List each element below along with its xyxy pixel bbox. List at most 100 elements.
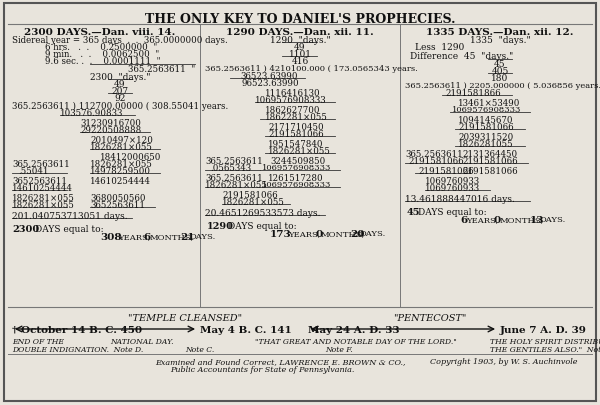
Text: 308: 308	[100, 232, 121, 241]
Text: DAYS.: DAYS.	[360, 230, 386, 237]
Text: 416: 416	[292, 57, 308, 66]
Text: 1862281×055: 1862281×055	[265, 113, 328, 121]
Text: 1116416130: 1116416130	[265, 89, 320, 98]
Text: Less  1290: Less 1290	[415, 43, 464, 52]
Text: 1069576908333: 1069576908333	[255, 96, 326, 105]
Text: 2300  "days.": 2300 "days."	[90, 73, 150, 82]
Text: 1069760933: 1069760933	[425, 183, 480, 192]
Text: THE GENTILES ALSO."  Note C.: THE GENTILES ALSO." Note C.	[490, 345, 600, 353]
Text: 1261517280: 1261517280	[268, 174, 323, 183]
Text: THE ONLY KEY TO DANIEL'S PROPHECIES.: THE ONLY KEY TO DANIEL'S PROPHECIES.	[145, 13, 455, 26]
Text: "THAT GREAT AND NOTABLE DAY OF THE LORD.": "THAT GREAT AND NOTABLE DAY OF THE LORD.…	[255, 337, 457, 345]
Text: MONTHS,: MONTHS,	[321, 230, 365, 237]
Text: 180: 180	[491, 74, 509, 83]
Text: DAYS equal to:: DAYS equal to:	[35, 224, 104, 233]
Text: 13: 13	[530, 215, 544, 224]
Text: 1826281×055: 1826281×055	[90, 143, 153, 151]
Text: June 7 A. D. 39: June 7 A. D. 39	[500, 325, 587, 334]
Text: 2191581066: 2191581066	[408, 157, 464, 166]
Text: 365.2563611  ": 365.2563611 "	[128, 65, 195, 74]
Text: 45: 45	[494, 60, 506, 69]
Text: 1826281×055: 1826281×055	[205, 181, 268, 190]
Text: 1826281×055: 1826281×055	[222, 198, 285, 207]
Text: 6 hrs.   .  .    0.2500000  ": 6 hrs. . . 0.2500000 "	[45, 43, 157, 52]
Text: 1335  "days.": 1335 "days."	[470, 36, 530, 45]
Text: 1290  "days.": 1290 "days."	[269, 36, 331, 45]
Text: Sidereal year = 365 days  .  .  365.0000000 days.: Sidereal year = 365 days . . 365.0000000…	[12, 36, 228, 45]
Text: Public Accountants for State of Pennsylvania.: Public Accountants for State of Pennsylv…	[170, 365, 355, 373]
Text: YEARS,: YEARS,	[466, 215, 498, 224]
Text: 49: 49	[294, 43, 306, 52]
Text: DOUBLE INDIGNATION.  Note D.: DOUBLE INDIGNATION. Note D.	[12, 345, 143, 353]
Text: 2039311520: 2039311520	[458, 133, 513, 142]
Text: .0565343: .0565343	[210, 164, 251, 173]
Text: 1826281055: 1826281055	[458, 140, 514, 149]
Text: 1951547840: 1951547840	[268, 140, 323, 149]
Text: 1335 DAYS.—Dan. xii. 12.: 1335 DAYS.—Dan. xii. 12.	[426, 28, 574, 37]
Text: Examined and Found Correct, LAWRENCE E. BROWN & CO.,: Examined and Found Correct, LAWRENCE E. …	[155, 357, 406, 365]
Text: 2300 DAYS.—Dan. viii. 14.: 2300 DAYS.—Dan. viii. 14.	[25, 28, 176, 37]
Text: 1069576908333: 1069576908333	[262, 164, 331, 172]
Text: 6: 6	[460, 215, 467, 224]
Text: 92: 92	[115, 94, 125, 103]
Text: 45: 45	[407, 207, 421, 216]
Text: 201.040753713051 days.: 201.040753713051 days.	[12, 211, 128, 220]
Text: 0: 0	[494, 215, 501, 224]
Text: 14610254444: 14610254444	[12, 183, 73, 192]
Text: 3680050560: 3680050560	[90, 194, 146, 202]
Text: NATIONAL DAY.: NATIONAL DAY.	[110, 337, 173, 345]
Text: MONTHS,: MONTHS,	[150, 232, 194, 241]
Text: 365.2563611: 365.2563611	[405, 149, 463, 159]
Text: 1826281×055: 1826281×055	[12, 200, 75, 209]
Text: 3652563611: 3652563611	[12, 177, 67, 185]
Text: 9 min.   .  .    0.0062500  ": 9 min. . . 0.0062500 "	[45, 50, 159, 59]
Text: 13.461888447016 days.: 13.461888447016 days.	[405, 194, 515, 203]
Text: 1069576908333: 1069576908333	[452, 106, 521, 114]
Text: 96523.63990: 96523.63990	[242, 79, 299, 88]
FancyBboxPatch shape	[4, 4, 596, 401]
Text: 173: 173	[270, 230, 292, 239]
Text: 20: 20	[350, 230, 365, 239]
Text: 3244509850: 3244509850	[270, 157, 325, 166]
Text: 1069760933: 1069760933	[425, 177, 480, 185]
Text: .55041: .55041	[18, 166, 49, 175]
Text: 9.6 sec. .  .    0.0001111  ": 9.6 sec. . . 0.0001111 "	[45, 57, 161, 66]
Text: 6: 6	[143, 232, 150, 241]
Text: 1826281×055: 1826281×055	[12, 194, 75, 202]
Text: YEARS,: YEARS,	[288, 230, 320, 237]
Text: 21: 21	[180, 232, 194, 241]
Text: 14610254444: 14610254444	[90, 177, 151, 185]
Text: 365.2563611: 365.2563611	[12, 160, 70, 168]
Text: DAYS.: DAYS.	[540, 215, 566, 224]
Text: 365.2563611 ) 4210100.000 ( 173.0565343 years.: 365.2563611 ) 4210100.000 ( 173.0565343 …	[205, 65, 418, 73]
Text: MONTHS,: MONTHS,	[500, 215, 544, 224]
Text: 2191581066: 2191581066	[462, 157, 518, 166]
Text: 1101: 1101	[289, 50, 311, 59]
Text: 1290 DAYS.—Dan. xii. 11.: 1290 DAYS.—Dan. xii. 11.	[226, 28, 374, 37]
Text: 2191581066: 2191581066	[462, 166, 518, 175]
Text: 207: 207	[112, 87, 128, 96]
Text: 31230916700: 31230916700	[80, 119, 141, 128]
Text: DAYS.: DAYS.	[190, 232, 216, 241]
Text: 365.2563611: 365.2563611	[205, 157, 263, 166]
Text: 2300: 2300	[12, 224, 39, 233]
Text: 49: 49	[114, 80, 126, 89]
Text: Note C.: Note C.	[185, 345, 214, 353]
Text: May 24 A. D. 33: May 24 A. D. 33	[308, 325, 400, 334]
Text: 20.4651269533573 days.: 20.4651269533573 days.	[205, 209, 320, 217]
Text: Copyright 1903, by W. S. Auchinvole: Copyright 1903, by W. S. Auchinvole	[430, 357, 577, 365]
Text: 1826281×055: 1826281×055	[90, 160, 153, 168]
Text: 2171710450: 2171710450	[268, 123, 323, 132]
Text: END OF THE: END OF THE	[12, 337, 64, 345]
Text: 2191581066: 2191581066	[268, 130, 323, 139]
Text: Note F.: Note F.	[325, 345, 353, 353]
Text: 365.2563611 ) 2205.000000 ( 5.036856 years.: 365.2563611 ) 2205.000000 ( 5.036856 yea…	[405, 82, 600, 90]
Text: 2191581066: 2191581066	[458, 123, 514, 132]
Text: 0: 0	[315, 230, 322, 239]
Text: THE HOLY SPIRIT DISTRIBUTED "TO: THE HOLY SPIRIT DISTRIBUTED "TO	[490, 337, 600, 345]
Text: "PENTECOST": "PENTECOST"	[394, 313, 467, 322]
Text: 365.2563611 ) 112700.00000 ( 308.55041 years.: 365.2563611 ) 112700.00000 ( 308.55041 y…	[12, 102, 228, 111]
Text: 1826281×055: 1826281×055	[268, 147, 331, 156]
Text: 14978259500: 14978259500	[90, 166, 151, 175]
Text: 18412000650: 18412000650	[100, 153, 161, 162]
